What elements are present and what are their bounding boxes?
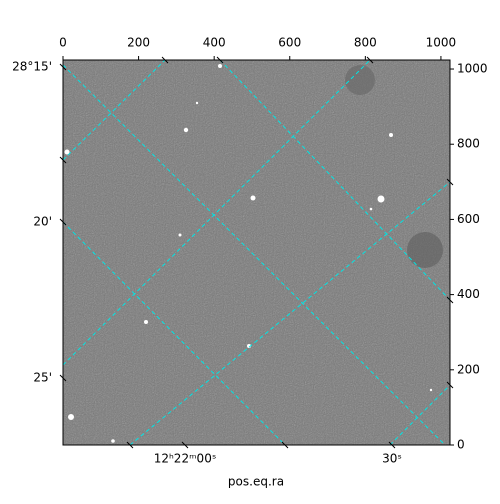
y-tick-label: 800	[457, 137, 480, 151]
axes-frame	[62, 59, 451, 446]
dec-tick-label: 28°15'	[12, 60, 52, 74]
y-tick-label: 400	[457, 287, 480, 301]
y-tick-label: 1000	[457, 62, 488, 76]
ra-tick-label: 12ʰ22ᵐ00ˢ	[154, 452, 217, 466]
x-tick-label: 1000	[426, 36, 457, 50]
y-tick-label: 200	[457, 362, 480, 376]
x-tick-label: 200	[127, 36, 150, 50]
dec-tick-label: 25'	[33, 371, 52, 385]
dec-tick-label: 20'	[33, 215, 52, 229]
ra-tick-label: 30ˢ	[382, 452, 402, 466]
x-tick-label: 0	[59, 36, 67, 50]
x-tick-label: 600	[278, 36, 301, 50]
y-tick-label: 600	[457, 212, 480, 226]
x-tick-label: 800	[354, 36, 377, 50]
x-tick-label: 400	[203, 36, 226, 50]
coordinate-grid	[63, 60, 450, 445]
y-tick-label: 0	[457, 438, 465, 452]
wcs-ticks	[59, 56, 454, 449]
x-axis-label: pos.eq.ra	[228, 475, 284, 489]
sky-image	[63, 60, 450, 445]
